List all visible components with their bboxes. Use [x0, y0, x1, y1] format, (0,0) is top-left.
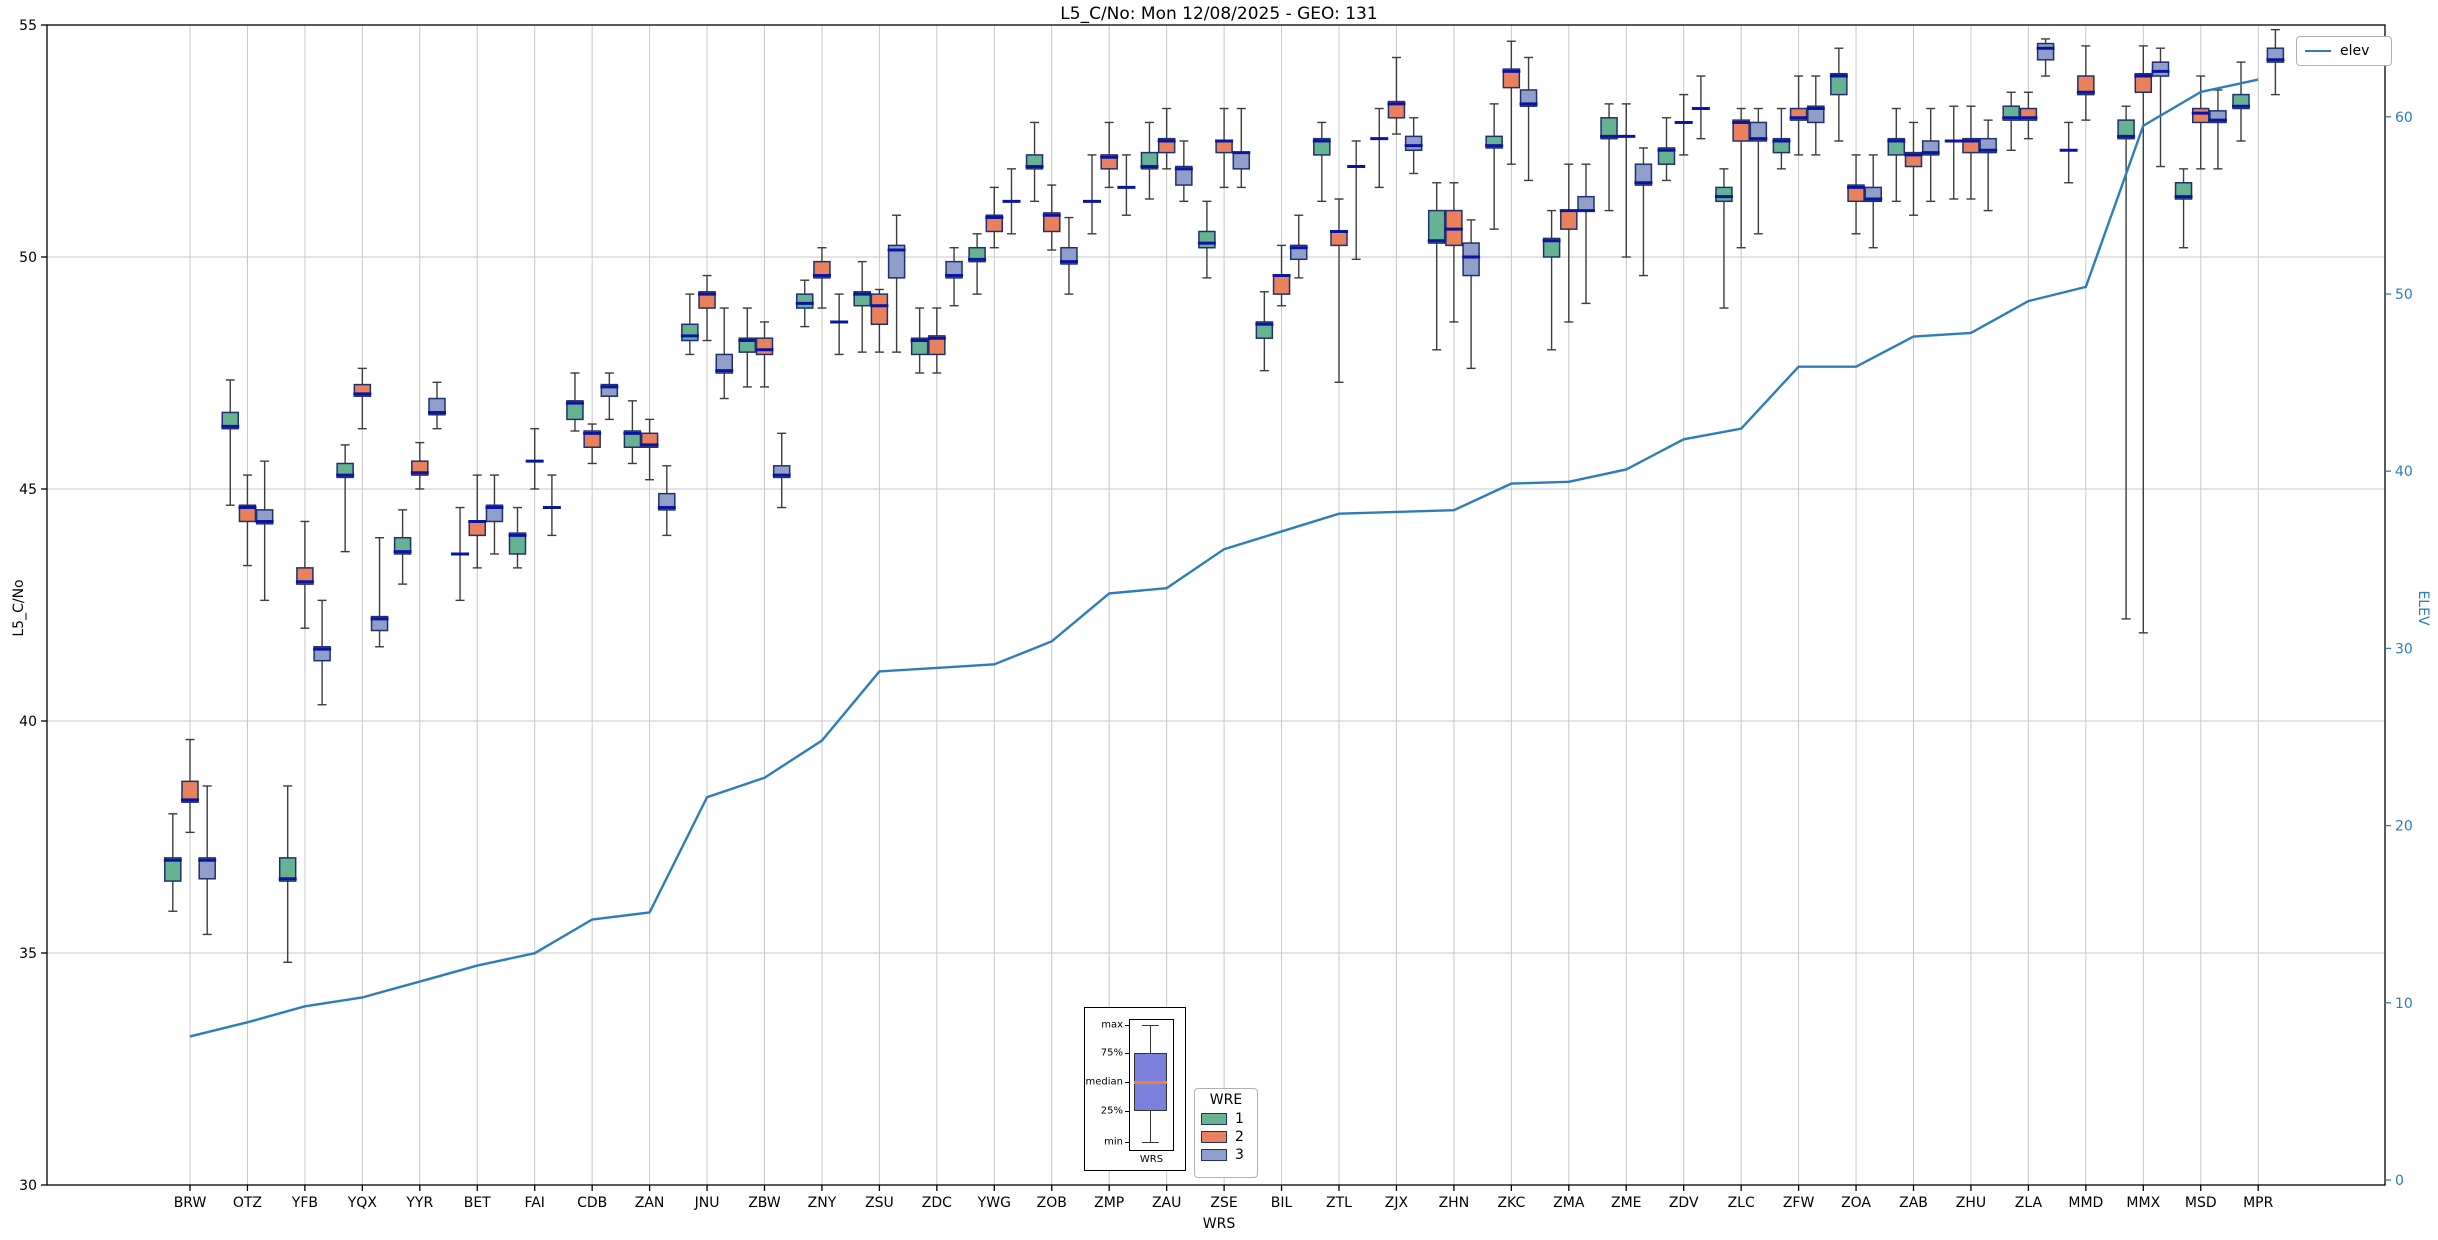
wre-legend-item-2: 2 — [1201, 1129, 1251, 1145]
inset-label-25: 25% — [1100, 1105, 1123, 1117]
svg-text:10: 10 — [2395, 996, 2413, 1012]
svg-text:ZDC: ZDC — [922, 1195, 952, 1211]
svg-text:YYR: YYR — [405, 1195, 433, 1211]
svg-text:ZBW: ZBW — [748, 1195, 781, 1211]
svg-text:YFB: YFB — [291, 1195, 318, 1211]
svg-text:0: 0 — [2395, 1173, 2404, 1189]
svg-text:ZAB: ZAB — [1899, 1195, 1928, 1211]
svg-text:40: 40 — [2395, 464, 2413, 480]
svg-text:MPR: MPR — [2243, 1195, 2274, 1211]
svg-text:FAI: FAI — [524, 1195, 544, 1211]
y-axis-label-left: L5_C/No — [11, 579, 27, 637]
svg-text:ZOB: ZOB — [1037, 1195, 1067, 1211]
wre-item-label: 1 — [1235, 1111, 1244, 1127]
svg-text:ZLC: ZLC — [1728, 1195, 1755, 1211]
svg-text:ZJX: ZJX — [1385, 1195, 1409, 1211]
y-axis-label-right: ELEV — [2415, 590, 2431, 626]
svg-text:ZMA: ZMA — [1553, 1195, 1585, 1211]
svg-text:ZOA: ZOA — [1841, 1195, 1871, 1211]
svg-text:MMD: MMD — [2068, 1195, 2103, 1211]
svg-text:ZTL: ZTL — [1326, 1195, 1352, 1211]
wre-item-label: 2 — [1235, 1129, 1244, 1145]
inset-x-label: WRS — [1139, 1154, 1164, 1165]
svg-text:YWG: YWG — [977, 1195, 1011, 1211]
wre-swatch-3 — [1201, 1149, 1227, 1161]
wre-legend: WRE 1 2 3 — [1194, 1088, 1258, 1178]
svg-text:ZLA: ZLA — [2015, 1195, 2043, 1211]
svg-text:ZAN: ZAN — [635, 1195, 665, 1211]
inset-min-cap — [1142, 1142, 1159, 1144]
wre-legend-item-3: 3 — [1201, 1147, 1251, 1163]
svg-text:30: 30 — [19, 1178, 37, 1194]
svg-text:50: 50 — [19, 250, 37, 266]
svg-text:JNU: JNU — [694, 1195, 720, 1211]
inset-median-line — [1134, 1081, 1167, 1084]
inset-label-75: 75% — [1100, 1047, 1123, 1059]
svg-text:BIL: BIL — [1271, 1195, 1293, 1211]
elev-legend: elev — [2296, 36, 2392, 66]
inset-label-median: median — [1085, 1076, 1124, 1088]
svg-text:BET: BET — [464, 1195, 491, 1211]
svg-text:ZHU: ZHU — [1956, 1195, 1986, 1211]
x-axis-label: WRS — [1202, 1216, 1236, 1232]
wre-swatch-1 — [1201, 1113, 1227, 1125]
svg-text:30: 30 — [2395, 641, 2413, 657]
svg-text:ZSE: ZSE — [1210, 1195, 1237, 1211]
wre-legend-item-1: 1 — [1201, 1111, 1251, 1127]
inset-label-max: max — [1101, 1019, 1123, 1031]
elev-line-swatch — [2305, 50, 2331, 52]
inset-axes-frame — [1129, 1019, 1174, 1151]
svg-text:YQX: YQX — [347, 1195, 378, 1211]
svg-text:MSD: MSD — [2185, 1195, 2217, 1211]
svg-text:ZMP: ZMP — [1094, 1195, 1124, 1211]
svg-text:ZFW: ZFW — [1783, 1195, 1815, 1211]
svg-text:ZNY: ZNY — [808, 1195, 837, 1211]
svg-text:ZAU: ZAU — [1152, 1195, 1181, 1211]
boxplot-anatomy-inset: max 75% median 25% min WRS — [1084, 1007, 1186, 1171]
svg-text:ZSU: ZSU — [865, 1195, 894, 1211]
svg-text:55: 55 — [19, 18, 37, 34]
chart-title: L5_C/No: Mon 12/08/2025 - GEO: 131 — [1060, 4, 1378, 24]
svg-text:MMX: MMX — [2126, 1195, 2160, 1211]
svg-text:45: 45 — [19, 482, 37, 498]
svg-text:ZDV: ZDV — [1669, 1195, 1699, 1211]
svg-text:35: 35 — [19, 946, 37, 962]
svg-text:20: 20 — [2395, 819, 2413, 835]
svg-text:ZME: ZME — [1611, 1195, 1642, 1211]
wre-legend-title: WRE — [1209, 1092, 1243, 1108]
inset-max-cap — [1142, 1025, 1159, 1027]
svg-text:CDB: CDB — [577, 1195, 607, 1211]
elev-legend-label: elev — [2340, 43, 2370, 59]
svg-text:60: 60 — [2395, 110, 2413, 126]
wre-item-label: 3 — [1235, 1147, 1244, 1163]
svg-text:40: 40 — [19, 714, 37, 730]
svg-text:OTZ: OTZ — [233, 1195, 262, 1211]
svg-text:ZKC: ZKC — [1497, 1195, 1525, 1211]
wre-swatch-2 — [1201, 1131, 1227, 1143]
svg-text:50: 50 — [2395, 287, 2413, 303]
svg-text:ZHN: ZHN — [1439, 1195, 1470, 1211]
inset-label-min: min — [1104, 1136, 1123, 1148]
svg-text:BRW: BRW — [174, 1195, 207, 1211]
